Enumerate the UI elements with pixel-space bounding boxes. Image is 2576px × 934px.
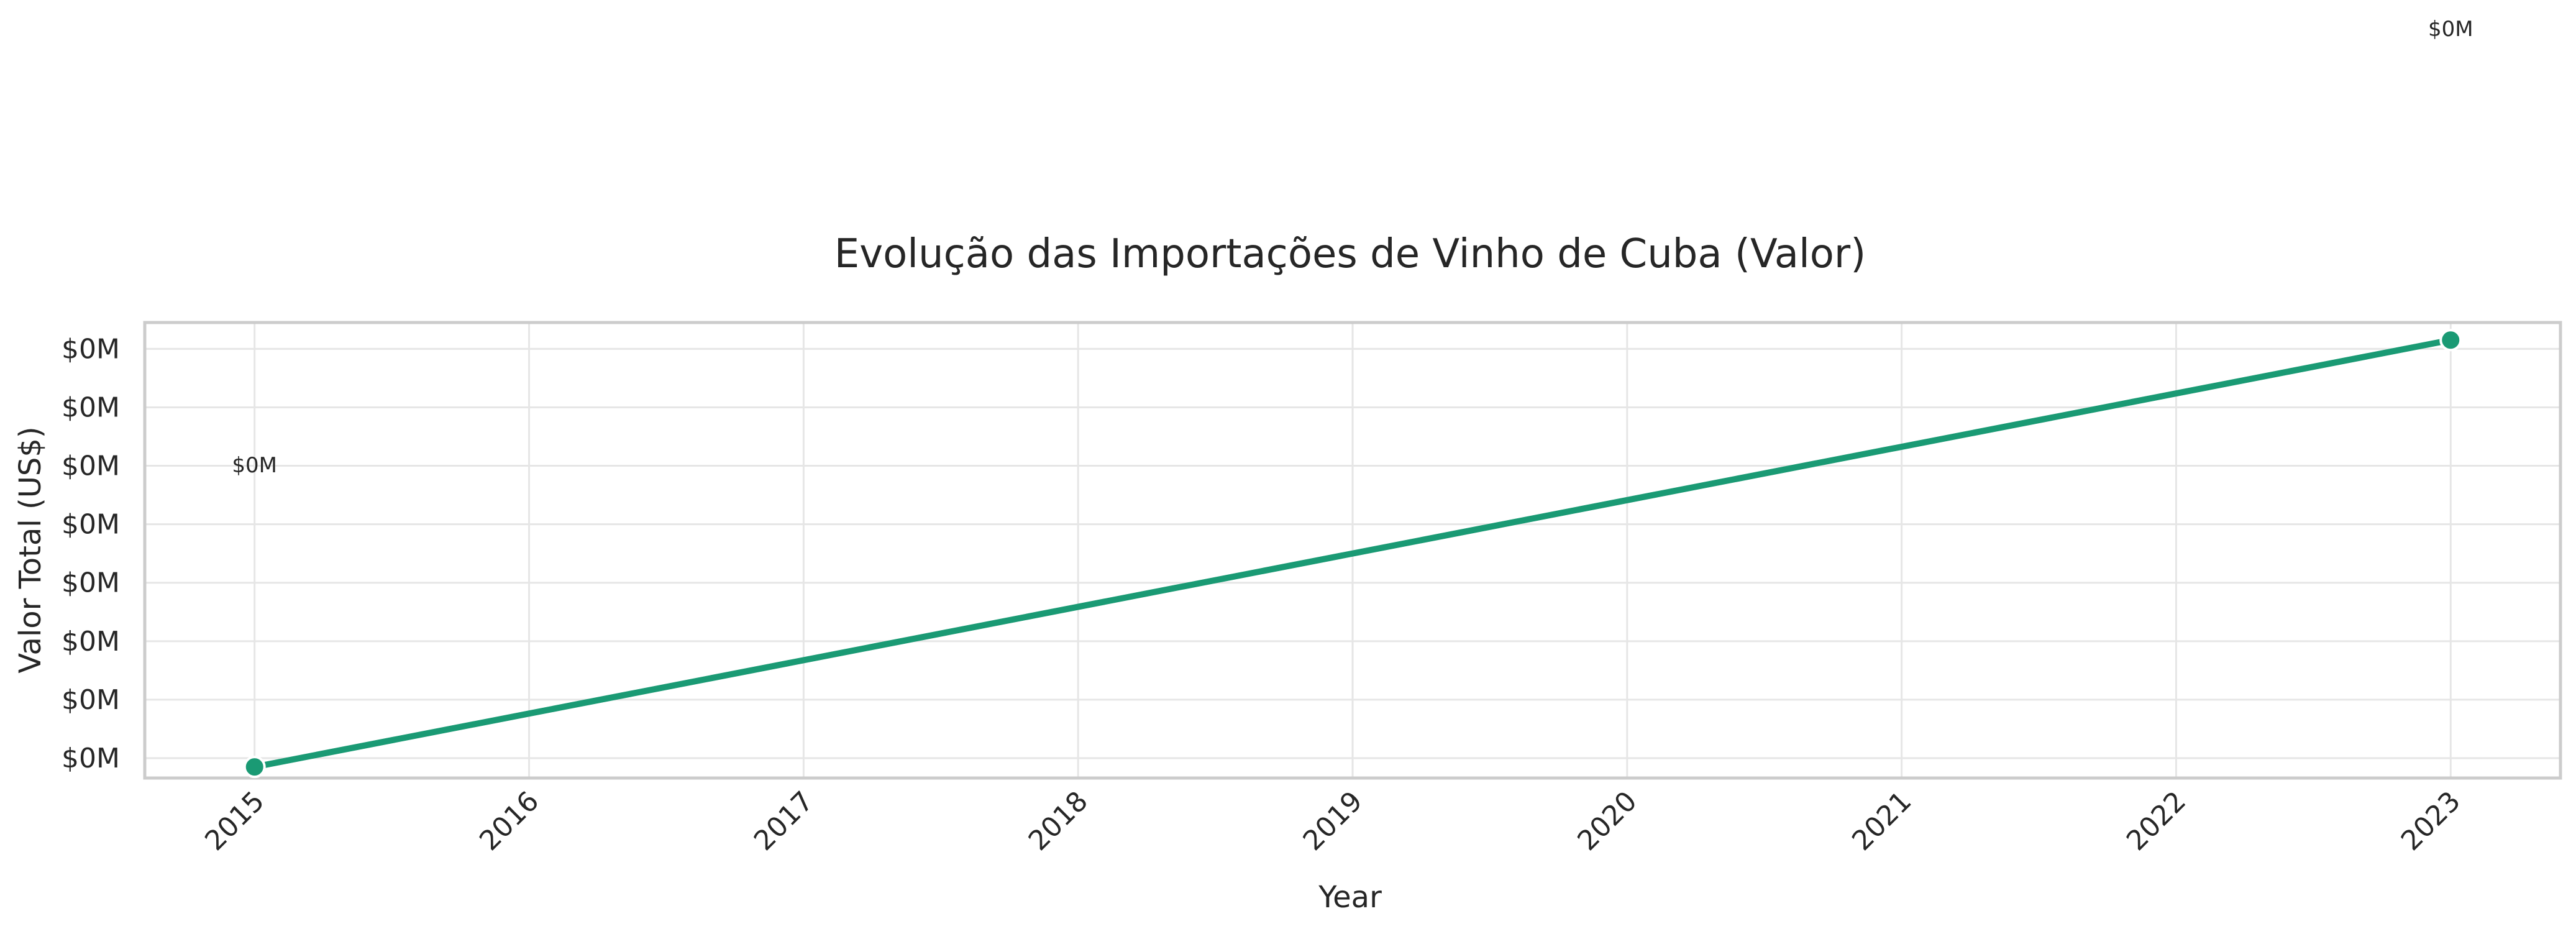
x-tick-label: 2017	[748, 785, 820, 857]
y-axis-ticks: $0M $0M $0M $0M $0M $0M $0M $0M	[62, 333, 120, 774]
y-tick-label: $0M	[62, 509, 120, 541]
x-tick-label: 2020	[1571, 785, 1643, 857]
y-tick-label: $0M	[62, 567, 120, 599]
plot-area-frame	[143, 321, 2562, 780]
data-point	[243, 756, 266, 779]
series-layer	[243, 329, 2462, 779]
grid	[145, 323, 2560, 778]
x-tick-label: 2015	[199, 785, 270, 857]
y-tick-label: $0M	[62, 684, 120, 716]
chart-title: Evolução das Importações de Vinho de Cub…	[834, 231, 1866, 277]
data-labels: $0M $0M	[232, 17, 2473, 478]
series-line	[251, 337, 2454, 771]
x-axis-ticks: 2015 2016 2017 2018 2019 2020 2021 2022 2023	[199, 785, 2467, 857]
data-label: $0M	[2428, 17, 2473, 42]
x-tick-label: 2016	[473, 785, 545, 857]
y-tick-label: $0M	[62, 451, 120, 482]
x-tick-label: 2022	[2121, 785, 2192, 857]
x-tick-label: 2021	[1846, 785, 1917, 857]
y-tick-label: $0M	[62, 391, 120, 423]
y-tick-label: $0M	[62, 743, 120, 774]
y-axis-label: Valor Total (US$)	[13, 426, 48, 673]
x-axis-label: Year	[1318, 880, 1382, 915]
x-tick-label: 2023	[2395, 785, 2467, 857]
y-tick-label: $0M	[62, 626, 120, 657]
data-label: $0M	[232, 453, 277, 478]
x-tick-label: 2018	[1023, 785, 1094, 857]
x-tick-label: 2019	[1297, 785, 1369, 857]
data-point	[2439, 329, 2462, 352]
y-tick-label: $0M	[62, 333, 120, 365]
